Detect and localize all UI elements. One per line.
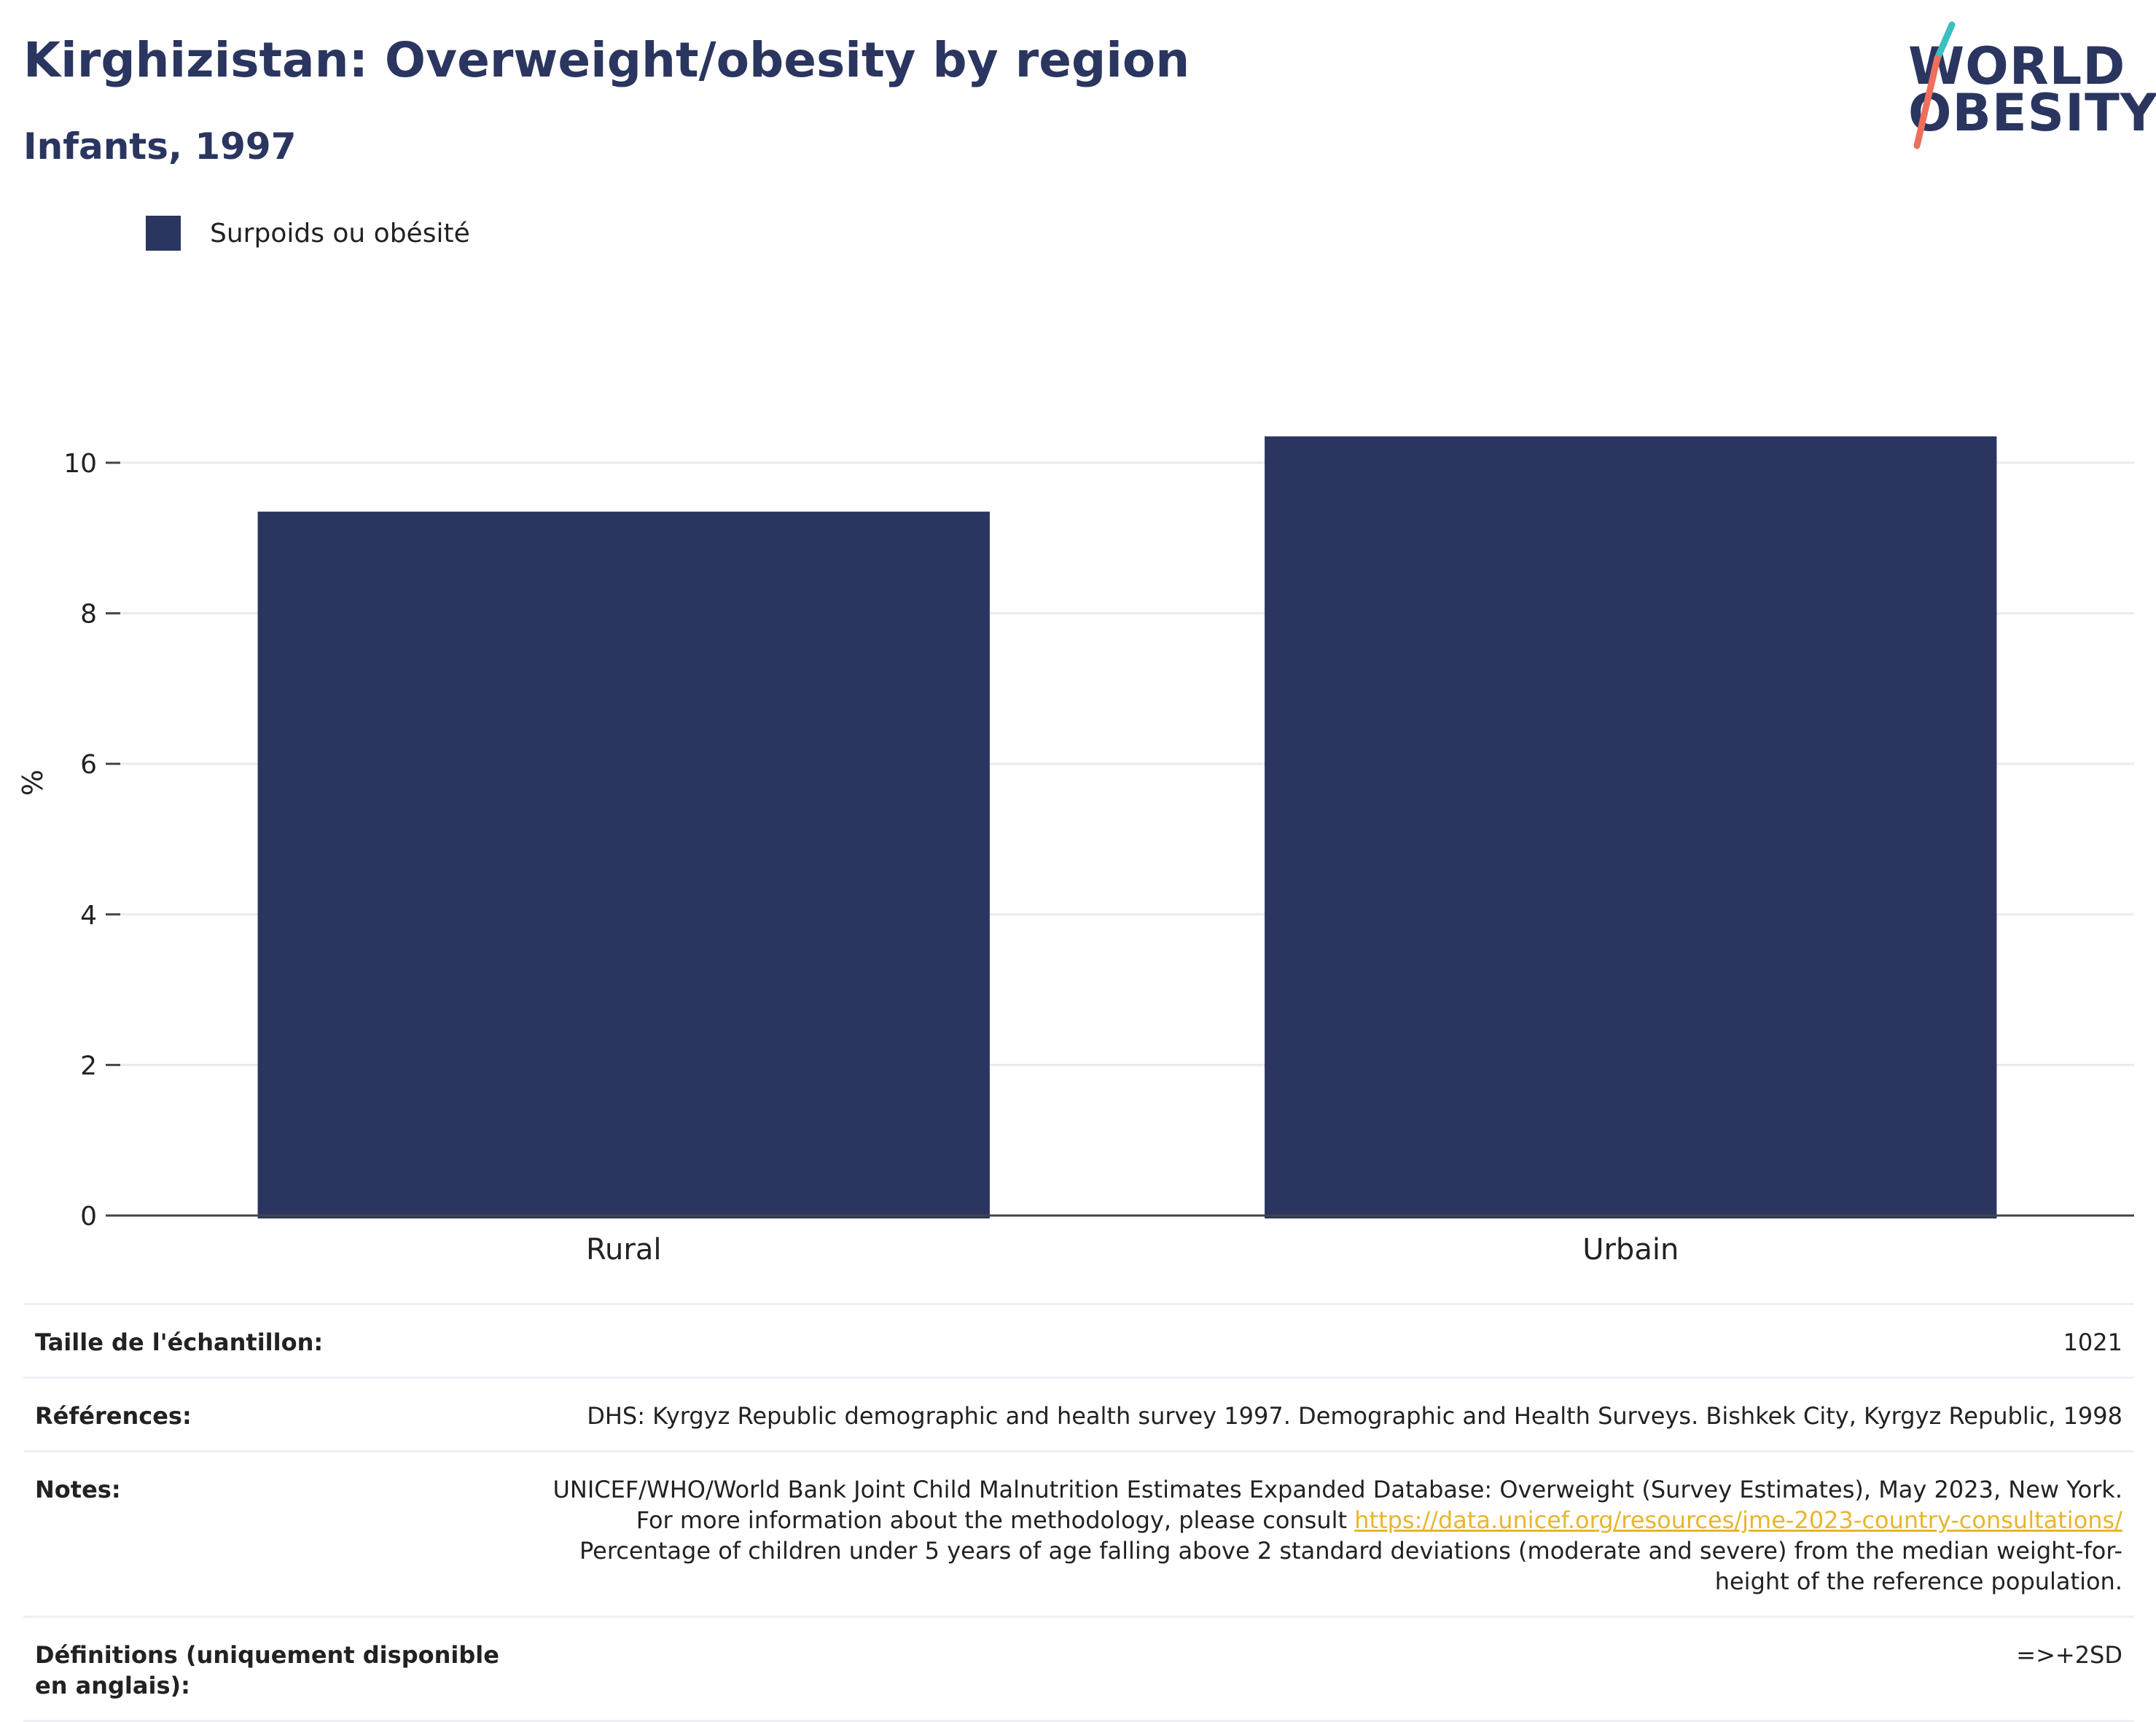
x-tick-label: Urbain [1582,1233,1679,1267]
logo-word-obesity: OBESITY [1908,83,2156,143]
chart-subtitle: Infants, 1997 [23,125,297,168]
definitions-label: Définitions (uniquement disponible en an… [35,1641,499,1699]
notes-text-1: UNICEF/WHO/World Bank Joint Child Malnut… [552,1476,2123,1534]
definitions-value: =>+2SD [2016,1641,2122,1669]
notes-value: UNICEF/WHO/World Bank Joint Child Malnut… [534,1474,2123,1597]
info-row-references: Références: DHS: Kyrgyz Republic demogra… [23,1379,2134,1452]
y-tick-label: 2 [80,1051,97,1081]
world-obesity-logo: WORLD OBESITY [1895,20,2156,159]
notes-label: Notes: [35,1476,121,1503]
bar-chart: 0 2 4 6 8 10 Rural Urbain % [17,436,2134,1267]
logo-slash-icon [1913,21,1956,149]
sample-size-label: Taille de l'échantillon: [35,1328,324,1356]
x-axis-labels: Rural Urbain [586,1233,1679,1267]
y-axis-title: % [17,770,49,796]
legend-swatch [146,216,181,251]
info-row-definitions: Définitions (uniquement disponible en an… [23,1618,2134,1722]
x-tick-label: Rural [586,1233,661,1267]
y-tick-label: 4 [80,901,97,931]
y-tick-label: 8 [80,600,97,630]
chart-legend[interactable]: Surpoids ou obésité [146,216,470,251]
y-tick-label: 6 [80,750,97,780]
y-axis-ticks: 0 2 4 6 8 10 [63,449,120,1232]
logo-slash-coral [1913,55,1941,149]
methodology-link[interactable]: https://data.unicef.org/resources/jme-20… [1354,1506,2122,1534]
bars [257,436,1997,1218]
notes-text-2: Percentage of children under 5 years of … [579,1537,2122,1595]
bar-rural[interactable] [257,512,990,1218]
y-tick-label: 10 [63,449,97,479]
bar-urbain[interactable] [1265,436,1997,1218]
sample-size-value: 1021 [2063,1328,2122,1356]
info-row-notes: Notes: UNICEF/WHO/World Bank Joint Child… [23,1452,2134,1618]
logo-slash-teal [1934,21,1956,62]
chart-title: Kirghizistan: Overweight/obesity by regi… [23,32,1190,88]
references-value: DHS: Kyrgyz Republic demographic and hea… [587,1402,2122,1430]
legend-label: Surpoids ou obésité [210,218,470,248]
info-table: Taille de l'échantillon: 1021 Références… [23,1303,2134,1722]
references-label: Références: [35,1402,192,1430]
info-row-sample: Taille de l'échantillon: 1021 [23,1305,2134,1379]
y-tick-label: 0 [80,1202,97,1232]
